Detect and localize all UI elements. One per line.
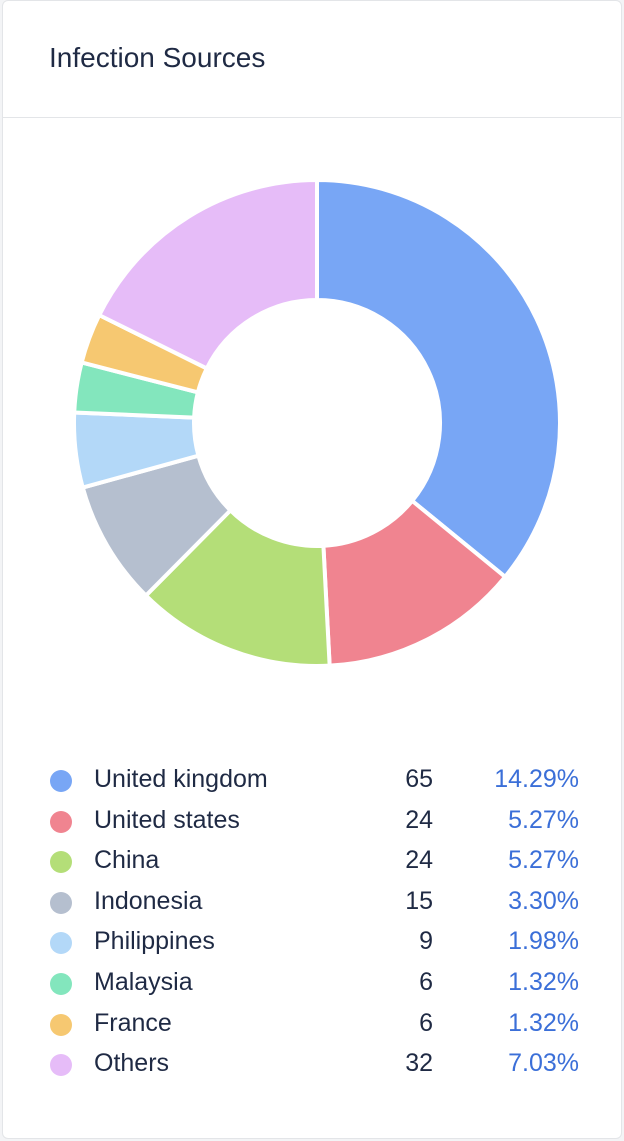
legend-percentage: 5.27%: [508, 846, 579, 875]
legend-percentage: 1.32%: [508, 967, 579, 996]
legend-color-dot: [50, 810, 72, 833]
legend-color-dot: [50, 932, 72, 955]
legend-label: Philippines: [94, 927, 215, 956]
legend-color-dot: [50, 851, 72, 874]
legend-color-dot: [50, 1054, 72, 1077]
legend-label: United states: [94, 805, 240, 834]
legend-color-dot: [50, 1013, 72, 1036]
legend-row[interactable]: Malaysia 6 1.32%: [3, 964, 623, 1005]
legend-percentage: 7.03%: [508, 1049, 579, 1078]
legend-color-dot: [50, 891, 72, 914]
donut-chart-svg: [72, 178, 562, 668]
legend-label: Malaysia: [94, 967, 193, 996]
legend-label: Others: [94, 1049, 170, 1078]
legend-label: France: [94, 1008, 172, 1037]
chart-legend: United kingdom 65 14.29% United states 24 5.2…: [3, 761, 623, 1086]
legend-row[interactable]: China 24 5.27%: [3, 842, 623, 883]
legend-count: 15: [405, 886, 433, 915]
legend-percentage: 5.27%: [508, 805, 579, 834]
legend-count: 6: [419, 967, 433, 996]
legend-label: United kingdom: [94, 765, 268, 793]
legend-percentage: 3.30%: [508, 886, 579, 915]
legend-row[interactable]: United states 24 5.27%: [3, 802, 623, 843]
legend-percentage: 14.29%: [494, 765, 579, 793]
legend-percentage: 1.98%: [508, 927, 579, 956]
donut-slice-united-kingdom[interactable]: [315, 178, 562, 579]
legend-count: 24: [405, 805, 433, 834]
card-header: Infection Sources: [3, 1, 621, 118]
legend-count: 32: [405, 1049, 433, 1078]
donut-chart: [3, 118, 623, 718]
legend-color-dot: [50, 770, 72, 792]
donut-slice-others[interactable]: [97, 178, 319, 371]
legend-count: 9: [419, 927, 433, 956]
legend-row[interactable]: Indonesia 15 3.30%: [3, 883, 623, 924]
legend-percentage: 1.32%: [508, 1008, 579, 1037]
legend-row[interactable]: United kingdom 65 14.29%: [3, 761, 623, 802]
legend-row[interactable]: France 6 1.32%: [3, 1005, 623, 1046]
legend-count: 6: [419, 1008, 433, 1037]
legend-label: China: [94, 846, 160, 875]
legend-count: 65: [405, 765, 433, 793]
legend-row[interactable]: Philippines 9 1.98%: [3, 923, 623, 964]
legend-count: 24: [405, 846, 433, 875]
card-title: Infection Sources: [49, 42, 266, 73]
legend-color-dot: [50, 972, 72, 995]
legend-row[interactable]: Others 32 7.03%: [3, 1045, 623, 1086]
legend-label: Indonesia: [94, 886, 203, 915]
